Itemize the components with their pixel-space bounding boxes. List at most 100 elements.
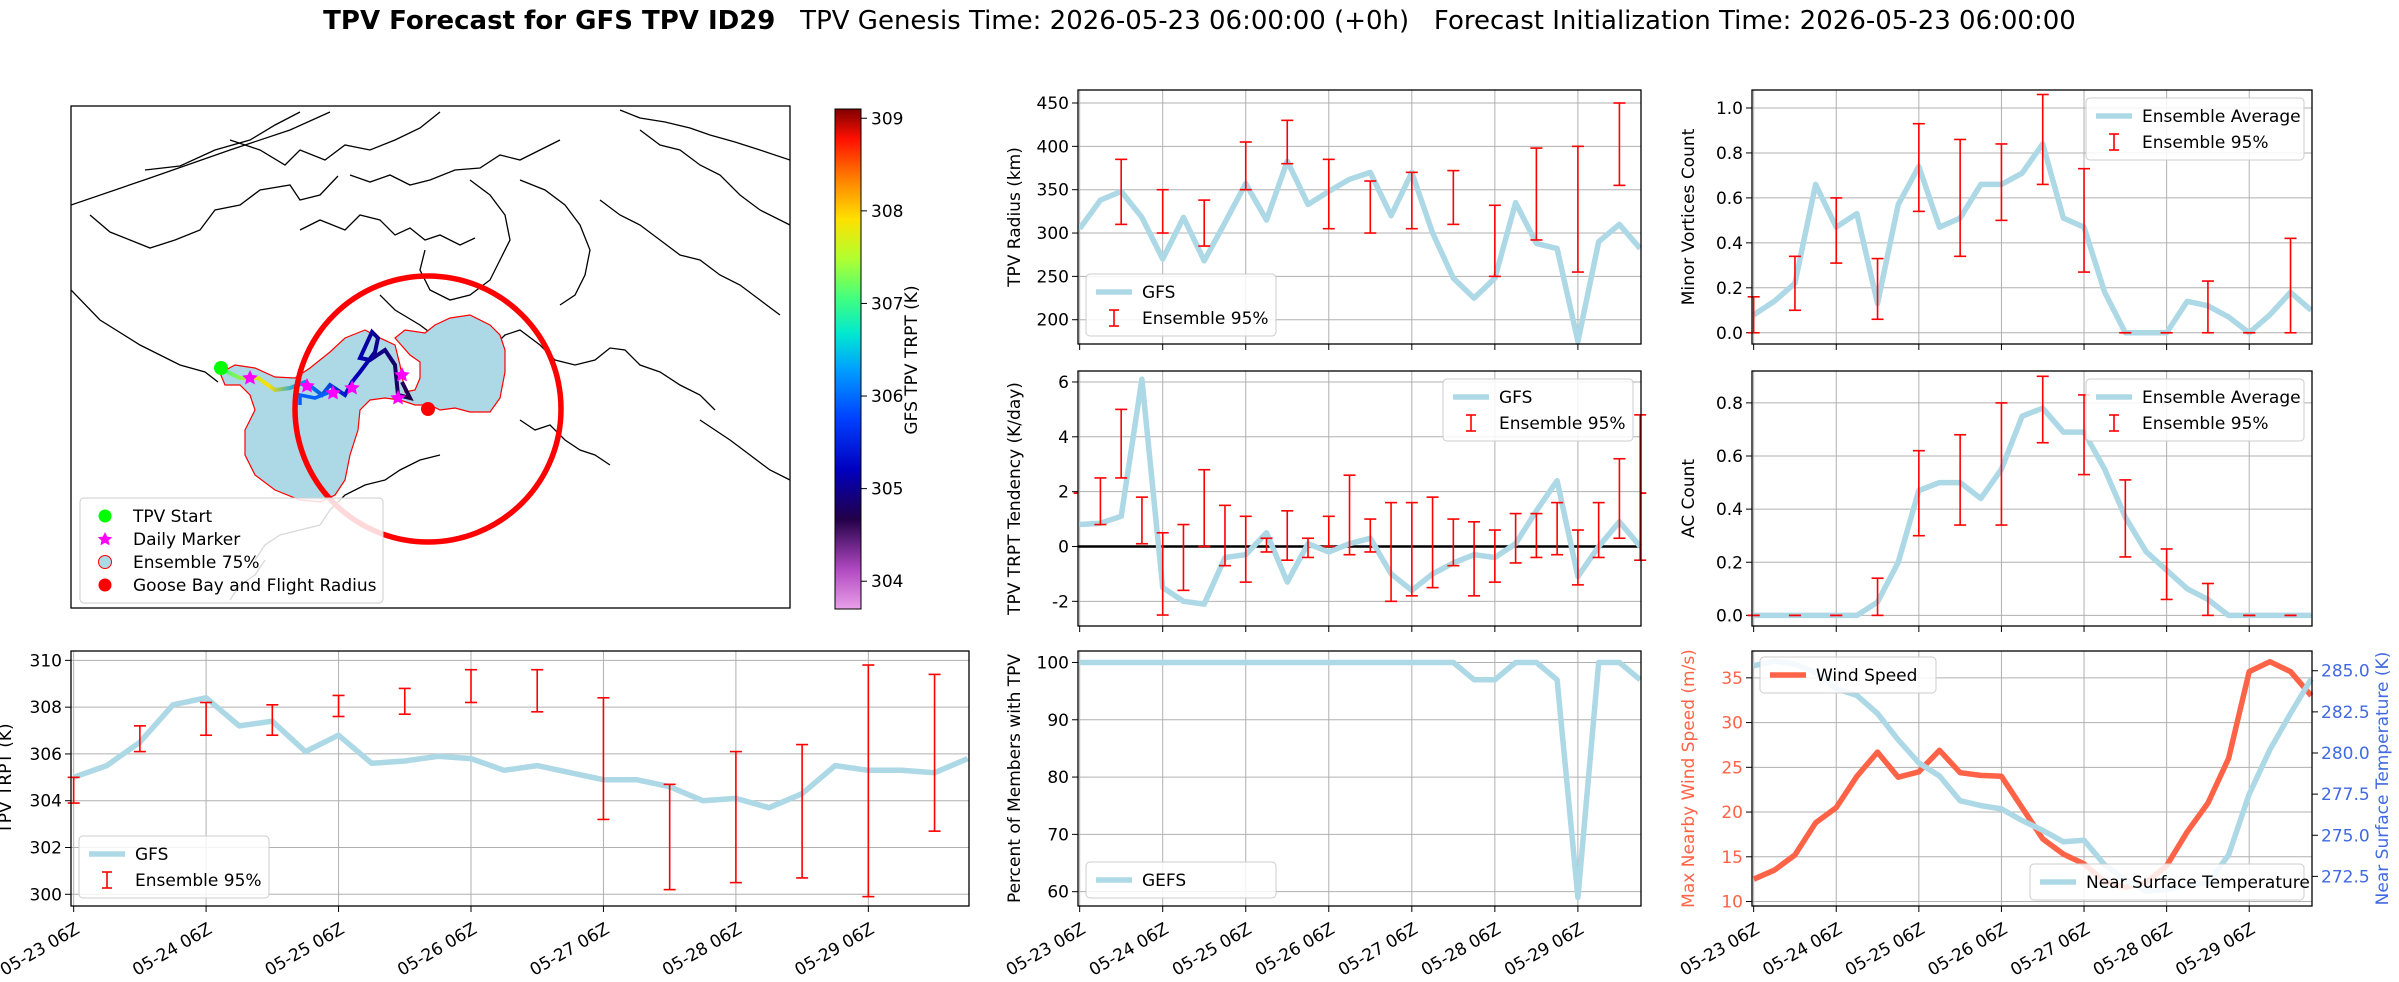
ensemble-75-legend-icon xyxy=(99,556,112,569)
y-tick-label: 0.0 xyxy=(1716,324,1743,344)
x-tick-label: 05-28 06Z xyxy=(1418,919,1504,980)
legend: Wind Speed xyxy=(1760,657,1936,693)
y-tick-label: 4 xyxy=(1058,428,1069,448)
y-tick-label: 300 xyxy=(1037,224,1069,244)
y-tick-label: 0 xyxy=(1058,537,1069,557)
legend-label: GFS xyxy=(1142,283,1175,303)
x-tick-label: 05-26 06Z xyxy=(394,919,480,980)
legend-label: Ensemble 95% xyxy=(135,871,262,891)
y-axis-label: Minor Vortices Count xyxy=(1679,128,1699,305)
y-tick-label: 350 xyxy=(1037,181,1069,201)
x-tick-label: 05-25 06Z xyxy=(262,919,348,980)
y-tick-label: 304 xyxy=(30,792,62,812)
y-tick-label: 0.2 xyxy=(1716,279,1743,299)
legend: GEFS xyxy=(1086,862,1276,898)
y-tick-label: 6 xyxy=(1058,373,1069,393)
goose-bay-legend-icon xyxy=(99,579,112,592)
x-tick-label: 05-26 06Z xyxy=(1252,919,1338,980)
legend-goose-bay: Goose Bay and Flight Radius xyxy=(133,576,377,596)
x-tick-label: 05-27 06Z xyxy=(1335,919,1421,980)
x-tick-label: 05-24 06Z xyxy=(1086,919,1172,980)
colorbar-tick-label: 308 xyxy=(871,202,903,222)
y-tick-label: 60 xyxy=(1047,883,1069,903)
x-tick-label: 05-29 06Z xyxy=(2172,919,2258,980)
legend-label: Near Surface Temperature xyxy=(2086,873,2310,893)
legend-label: Wind Speed xyxy=(1816,666,1917,686)
colorbar-tick-label: 309 xyxy=(871,109,903,129)
y-tick-label: 0.0 xyxy=(1716,606,1743,626)
y-tick-label: 15 xyxy=(1721,848,1743,868)
legend-label: Ensemble 95% xyxy=(2142,133,2269,153)
map-panel: TPV Start Daily Marker Ensemble 75% Goos… xyxy=(71,106,922,609)
x-tick-label: 05-26 06Z xyxy=(1925,919,2011,980)
legend-label: Ensemble 95% xyxy=(1499,414,1626,434)
y-tick-label: 306 xyxy=(30,745,62,765)
panel-tendency: -2 0 2 4 6 TPV TRPT Tendency (K/day) GFS Ensemb… xyxy=(1005,371,1646,632)
legend-label: GFS xyxy=(135,845,168,865)
legend: Ensemble Average Ensemble 95% xyxy=(2086,98,2304,160)
x-tick-label: 05-24 06Z xyxy=(1759,919,1845,980)
y-tick-label: 20 xyxy=(1721,803,1743,823)
legend-ensemble-75: Ensemble 75% xyxy=(133,553,260,573)
legend: GFS Ensemble 95% xyxy=(79,836,269,898)
legend: Near Surface Temperature xyxy=(2030,864,2310,900)
y-tick-label: 30 xyxy=(1721,714,1743,734)
y-tick-label: 0.2 xyxy=(1716,553,1743,573)
panel-wind: 10152025303505-23 06Z05-24 06Z05-25 06Z0… xyxy=(1677,649,2393,980)
y-axis-label: TPV TRPT Tendency (K/day) xyxy=(1005,382,1025,616)
y-tick-label: 35 xyxy=(1721,669,1743,689)
legend-label: GEFS xyxy=(1142,871,1186,891)
colorbar: 304 305 306 307 308 309 GFS TPV TRPT (K) xyxy=(835,109,922,609)
colorbar-tick-label: 305 xyxy=(871,480,903,500)
panel-trpt: 300 302 304 306 308 310 05-23 06Z 05-24 06Z 05-2… xyxy=(0,651,969,981)
y-tick-label: 310 xyxy=(30,651,62,671)
y-tick-label-right: 280.0 xyxy=(2321,744,2370,764)
y-tick-label: 0.8 xyxy=(1716,144,1743,164)
legend-label: Ensemble Average xyxy=(2142,107,2301,127)
colorbar-gradient xyxy=(835,109,861,609)
panel-minor: 0.0 0.2 0.4 0.6 0.8 1.0 Minor Vortices Count En… xyxy=(1679,90,2312,350)
legend: Ensemble AverageEnsemble 95% xyxy=(2086,379,2304,441)
y-tick-label: 1.0 xyxy=(1716,99,1743,119)
y-tick-label: 70 xyxy=(1047,825,1069,845)
y-axis-label: TPV Radius (km) xyxy=(1005,147,1025,288)
x-tick-label: 05-29 06Z xyxy=(1501,919,1587,980)
legend-label: Ensemble 95% xyxy=(2142,414,2269,434)
y-tick-label: 0.4 xyxy=(1716,234,1743,254)
tpv-start-marker xyxy=(214,361,228,375)
x-tick-label: 05-28 06Z xyxy=(2090,919,2176,980)
colorbar-label: GFS TPV TRPT (K) xyxy=(902,285,922,434)
y-tick-label: 400 xyxy=(1037,137,1069,157)
legend-label: Ensemble 95% xyxy=(1142,309,1269,329)
map-legend: TPV Start Daily Marker Ensemble 75% Goos… xyxy=(80,498,383,603)
legend-label: GFS xyxy=(1499,388,1532,408)
y-axis-label: TPV TRPT (K) xyxy=(0,723,16,834)
y-tick-label: 0.6 xyxy=(1716,447,1743,467)
colorbar-tick-label: 304 xyxy=(871,572,903,592)
x-tick-label: 05-24 06Z xyxy=(129,919,215,980)
y-tick-label: 450 xyxy=(1037,94,1069,114)
goose-bay-marker xyxy=(421,402,435,416)
x-tick-label: 05-23 06Z xyxy=(0,919,83,980)
y-tick-label-right: 272.5 xyxy=(2321,867,2370,887)
y-tick-label: 0.6 xyxy=(1716,189,1743,209)
y-tick-label: 100 xyxy=(1037,653,1069,673)
x-tick-label: 05-23 06Z xyxy=(1677,919,1763,980)
y-axis-label: Percent of Members with TPV xyxy=(1005,654,1025,903)
legend-tpv-start: TPV Start xyxy=(132,507,213,527)
y-axis-label: AC Count xyxy=(1679,459,1699,538)
y-tick-label: 90 xyxy=(1047,711,1069,731)
x-tick-label: 05-29 06Z xyxy=(792,919,878,980)
y-tick-label-right: 285.0 xyxy=(2321,662,2370,682)
y-tick-label: 300 xyxy=(30,885,62,905)
x-tick-label: 05-27 06Z xyxy=(527,919,613,980)
y-axis-label-right: Near Surface Temperature (K) xyxy=(2373,652,2393,906)
x-tick-label: 05-25 06Z xyxy=(1842,919,1928,980)
y-tick-label: 302 xyxy=(30,839,62,859)
y-tick-label: 0.4 xyxy=(1716,500,1743,520)
y-tick-label: -2 xyxy=(1052,592,1069,612)
colorbar-tick-label: 306 xyxy=(871,387,903,407)
